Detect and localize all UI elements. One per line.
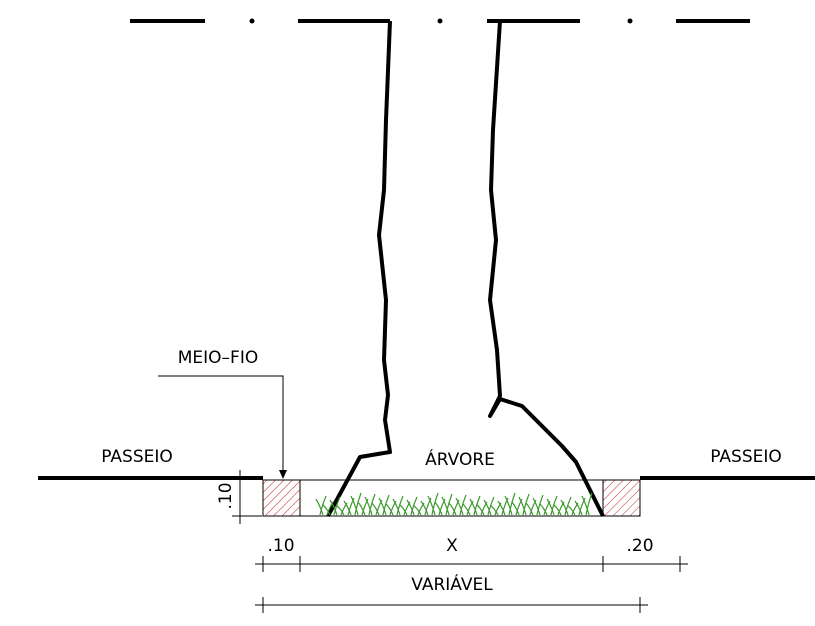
label-passeio: PASSEIO [101, 447, 173, 467]
trunk-right [488, 20, 605, 517]
dim-right: .20 [626, 536, 653, 556]
center-line [130, 18, 750, 24]
dim-left: .10 [267, 536, 294, 556]
leader [158, 375, 287, 479]
dim-horizontal [255, 556, 688, 613]
dim-height: .10 [216, 482, 236, 509]
label-passeio: PASSEIO [710, 447, 782, 467]
trunk-left [326, 20, 392, 517]
dim-total: VARIÁVEL [411, 573, 493, 595]
label-arvore: ÁRVORE [425, 448, 495, 470]
grass-blades [315, 492, 593, 516]
label-meio-fio: MEIO–FIO [178, 348, 258, 368]
dim-middle: X [446, 536, 458, 556]
ground [38, 476, 815, 517]
dim-vertical [232, 470, 262, 524]
grass [315, 492, 593, 516]
